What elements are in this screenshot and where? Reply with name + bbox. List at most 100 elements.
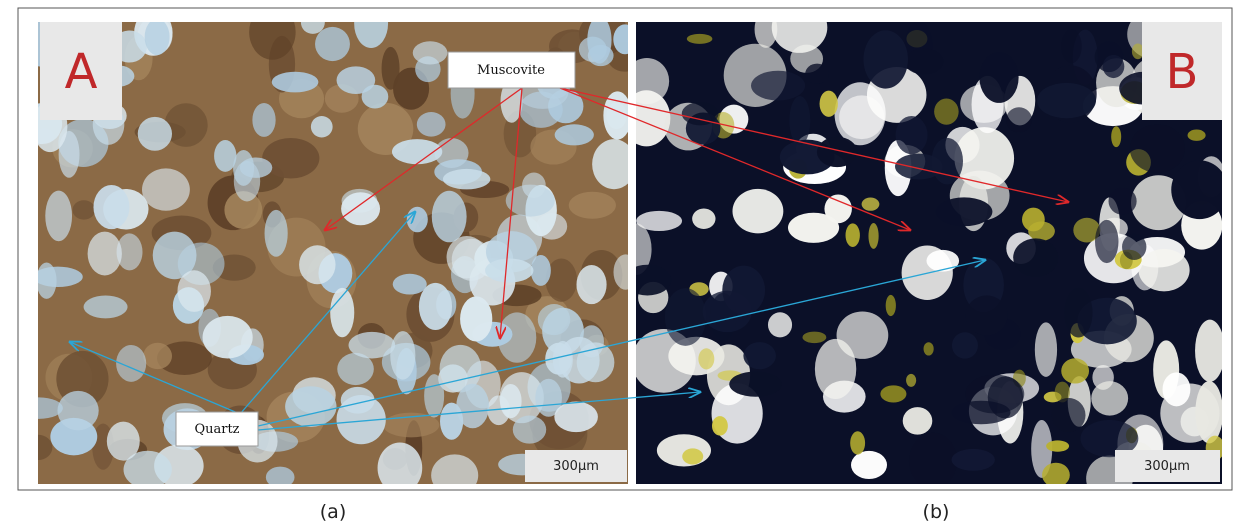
grain [576,265,606,304]
grain [432,191,467,243]
grain [500,384,522,418]
grain [1006,107,1032,132]
grain [1139,249,1190,291]
grain [233,150,254,186]
grain [926,250,959,272]
grain [1022,208,1045,232]
grain [214,140,236,172]
grain [862,198,880,211]
panel-letter: A [65,44,98,100]
grain [272,72,319,93]
grain [851,451,887,479]
grain [886,295,896,316]
grain [1195,320,1225,382]
grain [1035,322,1057,376]
grain [880,385,906,402]
grain [966,295,1008,335]
grain [84,296,128,319]
grain [407,207,428,233]
caption: (b) [923,501,950,523]
grain [1051,398,1085,432]
grain [768,312,792,337]
grain [924,342,934,355]
grain [337,66,376,94]
grain [698,348,714,369]
grain [107,422,140,461]
grain [936,197,993,226]
grain [906,374,916,387]
grain [802,332,826,343]
grain [513,416,546,444]
grain [909,432,957,489]
grain [868,223,878,249]
grain [817,137,858,167]
grain [751,71,805,101]
grain [164,103,207,147]
grain [45,191,72,242]
grain [850,431,865,454]
grain [88,232,122,276]
grain [835,82,886,145]
figure-svg: A B Muscovite Quartz 300μm 300μm (a) (b) [0,0,1234,526]
grain [57,391,98,430]
grain [460,296,492,341]
grain [382,47,400,90]
grain [315,27,350,61]
grain [1122,234,1146,260]
grain [587,16,611,64]
muscovite-label: Muscovite [477,63,545,78]
grain [805,64,829,84]
grain [354,0,388,48]
grain [743,342,776,369]
grain [1130,124,1185,173]
grain [665,288,706,346]
grain [1109,187,1137,214]
panel-letter: B [1166,44,1199,100]
grain [419,283,452,330]
grain [1046,440,1069,451]
grain [393,274,427,295]
grain [440,403,463,440]
grain [903,407,933,435]
grain [657,434,711,466]
grain [1163,372,1191,406]
grain [712,416,728,436]
grain [145,19,170,55]
grain [837,312,889,359]
grain [687,34,713,44]
grain [569,192,616,219]
grain [789,96,810,145]
grain [1061,29,1082,63]
grain [1037,83,1096,118]
grain [1111,126,1121,147]
grain [1013,238,1058,276]
grain [265,210,288,257]
grain [311,116,333,137]
grain [820,91,838,117]
grain [863,30,907,88]
grain [722,266,765,315]
grain [729,372,781,397]
grain [954,127,1014,189]
grain [143,343,172,369]
grain [1064,288,1092,338]
grain [536,213,567,240]
grain [1095,220,1118,263]
grain [138,117,172,151]
grain [553,341,573,378]
grain [1103,55,1125,78]
grain [1195,381,1223,443]
grain [522,173,546,198]
grain [177,270,210,312]
grain [934,98,959,124]
grain [952,449,995,471]
grain [1171,160,1228,219]
grain [1061,358,1089,383]
grain [93,185,129,229]
grain [417,112,446,137]
grain [485,259,533,283]
grain [979,52,1018,103]
grain [262,138,319,179]
grain [904,48,943,74]
grain [299,245,335,284]
